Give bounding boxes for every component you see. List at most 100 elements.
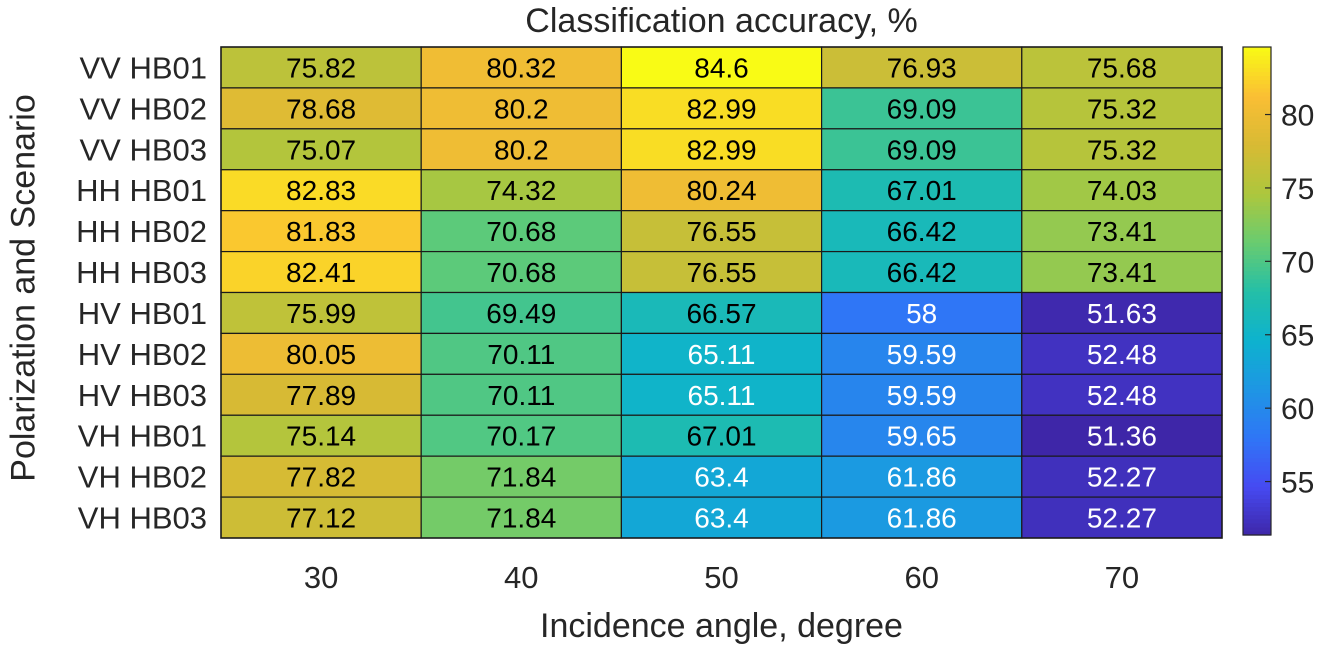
cell-value-label: 67.01 <box>887 175 957 206</box>
cell-value-label: 52.27 <box>1087 462 1157 493</box>
colorbar-segment <box>1243 356 1271 361</box>
heatmap-cell <box>620 128 823 171</box>
colorbar-segment <box>1243 242 1271 247</box>
colorbar-segment <box>1243 286 1271 292</box>
colorbar-segment <box>1243 522 1271 528</box>
heatmap-cell <box>620 332 823 375</box>
colorbar-segment <box>1243 311 1271 316</box>
colorbar-segment <box>1243 124 1271 129</box>
cell-value-label: 52.27 <box>1087 503 1157 534</box>
colorbar-segment <box>1243 530 1271 536</box>
colorbar-segment <box>1243 164 1271 170</box>
colorbar-segment <box>1243 518 1271 524</box>
cell-value-label: 63.4 <box>694 503 749 534</box>
y-tick-label: HH HB03 <box>76 255 207 290</box>
cell-value-label: 80.2 <box>494 134 549 165</box>
cell-value-label: 66.42 <box>887 216 957 247</box>
heatmap-cell <box>420 496 623 539</box>
colorbar-segment <box>1243 291 1271 296</box>
heatmap-cell <box>420 291 623 335</box>
colorbar-segment <box>1243 246 1271 251</box>
colorbar-segment <box>1243 55 1271 60</box>
colorbar-tick-label: 70 <box>1281 246 1314 279</box>
colorbar-segment <box>1243 205 1271 211</box>
colorbar-segment <box>1243 221 1271 227</box>
colorbar-segment <box>1243 193 1271 199</box>
colorbar-segment <box>1243 396 1271 402</box>
colorbar-segment <box>1243 254 1271 260</box>
heatmap-cell <box>420 169 623 212</box>
heatmap-cell <box>1021 332 1223 375</box>
colorbar-tick-label: 75 <box>1281 173 1314 206</box>
colorbar-segment <box>1243 201 1271 207</box>
colorbar-segment <box>1243 327 1271 333</box>
colorbar-segment <box>1243 258 1271 264</box>
cell-value-label: 77.82 <box>286 462 356 493</box>
colorbar-segment <box>1243 510 1271 516</box>
colorbar-segment <box>1243 169 1271 174</box>
heatmap-cell <box>620 496 823 539</box>
colorbar-segment <box>1243 295 1271 300</box>
colorbar-segment <box>1243 453 1271 459</box>
colorbar-segment <box>1243 238 1271 243</box>
colorbar-segment <box>1243 474 1271 479</box>
colorbar-segment <box>1243 380 1271 386</box>
colorbar-segment <box>1243 67 1271 72</box>
colorbar-segment <box>1243 47 1271 52</box>
heatmap-cell <box>820 414 1023 457</box>
y-tick-label: VH HB03 <box>78 501 207 536</box>
cell-value-label: 75.32 <box>1087 93 1157 124</box>
heatmap-cell <box>220 332 422 375</box>
colorbar-segment <box>1243 209 1271 215</box>
colorbar-segment <box>1243 217 1271 223</box>
colorbar-segment <box>1243 116 1271 121</box>
colorbar-segment <box>1243 148 1271 154</box>
colorbar-segment <box>1243 368 1271 373</box>
heatmap-cell <box>1021 414 1223 457</box>
cell-value-label: 77.12 <box>286 503 356 534</box>
x-tick-label: 30 <box>304 560 338 595</box>
colorbar-segment <box>1243 173 1271 178</box>
cell-value-label: 74.03 <box>1087 175 1157 206</box>
colorbar-segment <box>1243 307 1271 312</box>
cell-value-label: 82.41 <box>286 257 356 288</box>
colorbar-border <box>1242 46 1272 536</box>
colorbar-segment <box>1243 51 1271 56</box>
colorbar-segment <box>1243 108 1271 113</box>
colorbar-segment <box>1243 429 1271 434</box>
heatmap-cell <box>420 455 623 498</box>
cell-value-label: 75.99 <box>286 298 356 329</box>
heatmap-cell <box>420 87 623 130</box>
cell-value-label: 80.24 <box>686 175 756 206</box>
y-tick-label: HH HB02 <box>76 214 207 249</box>
cell-value-label: 81.83 <box>286 216 356 247</box>
colorbar-segment <box>1243 465 1271 471</box>
colorbar-segment <box>1243 352 1271 357</box>
cell-value-label: 76.55 <box>686 257 756 288</box>
colorbar-segment <box>1243 457 1271 463</box>
colorbar-segment <box>1243 234 1271 239</box>
cell-value-label: 78.68 <box>286 93 356 124</box>
chart-title: Classification accuracy, % <box>525 2 918 40</box>
colorbar-segment <box>1243 433 1271 438</box>
cell-value-label: 80.05 <box>286 339 356 370</box>
cell-value-label: 52.48 <box>1087 339 1157 370</box>
colorbar-segment <box>1243 270 1271 276</box>
cell-value-label: 77.89 <box>286 380 356 411</box>
cell-value-label: 69.09 <box>887 93 957 124</box>
colorbar-segment <box>1243 372 1271 377</box>
cell-value-label: 52.48 <box>1087 380 1157 411</box>
colorbar-segment <box>1243 303 1271 308</box>
y-tick-label: VH HB01 <box>78 419 207 454</box>
cell-value-label: 70.68 <box>486 216 556 247</box>
colorbar-segment <box>1243 299 1271 304</box>
colorbar-segment <box>1243 185 1271 190</box>
x-tick-label: 70 <box>1105 560 1139 595</box>
heatmap-cell <box>620 169 823 212</box>
heatmap-cell <box>1021 87 1223 130</box>
colorbar-segment <box>1243 449 1271 455</box>
colorbar-tick-label: 80 <box>1281 100 1314 133</box>
colorbar-segment <box>1243 262 1271 268</box>
colorbar-segment <box>1243 95 1271 101</box>
